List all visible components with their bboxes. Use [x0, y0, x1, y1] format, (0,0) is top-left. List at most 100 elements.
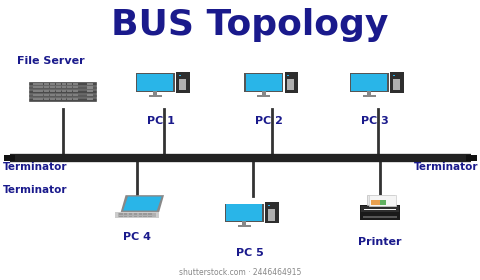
Bar	[179, 79, 186, 90]
Bar	[33, 87, 37, 88]
Bar	[367, 91, 371, 95]
Bar	[61, 94, 66, 96]
Bar	[129, 214, 132, 215]
Bar	[364, 209, 395, 210]
Bar	[363, 216, 396, 218]
Bar	[29, 98, 96, 101]
Bar	[138, 216, 142, 217]
Text: PC 4: PC 4	[123, 232, 151, 242]
Bar	[179, 75, 180, 76]
Bar	[286, 75, 288, 76]
Bar	[33, 98, 37, 100]
Bar	[267, 209, 275, 221]
Bar	[38, 94, 43, 96]
Bar	[38, 83, 43, 85]
Bar	[143, 213, 146, 214]
Bar	[56, 87, 60, 88]
Bar	[56, 98, 60, 100]
Bar	[86, 83, 93, 85]
Text: shutterstock.com · 2446464915: shutterstock.com · 2446464915	[179, 268, 301, 277]
Bar	[129, 213, 132, 214]
Bar	[86, 94, 93, 96]
Bar	[148, 95, 162, 97]
Bar	[361, 206, 397, 212]
Bar	[264, 202, 278, 223]
Bar	[256, 95, 270, 97]
Bar	[261, 91, 265, 95]
Bar	[137, 74, 173, 91]
Bar	[115, 212, 158, 218]
Bar	[61, 83, 66, 85]
Bar	[67, 83, 72, 85]
Text: File Server: File Server	[17, 56, 84, 66]
Bar	[133, 214, 137, 215]
Bar	[50, 94, 55, 96]
Bar	[44, 94, 49, 96]
Bar	[284, 72, 297, 93]
Bar	[226, 204, 262, 221]
Bar	[86, 90, 93, 92]
Text: Printer: Printer	[358, 237, 401, 247]
Bar	[33, 83, 37, 85]
Bar	[143, 214, 146, 215]
Bar	[124, 216, 127, 217]
Bar	[50, 83, 55, 85]
Text: PC 1: PC 1	[147, 116, 175, 126]
Bar	[67, 90, 72, 92]
Bar	[267, 205, 270, 206]
Bar	[153, 91, 157, 95]
Bar	[370, 200, 380, 205]
Bar	[286, 79, 294, 90]
Bar	[44, 83, 49, 85]
Text: Terminator: Terminator	[2, 185, 67, 195]
Text: PC 2: PC 2	[255, 116, 283, 126]
Text: Terminator: Terminator	[2, 162, 67, 172]
Bar	[133, 213, 137, 214]
Bar	[359, 205, 399, 220]
Bar	[350, 74, 387, 91]
Bar	[4, 155, 15, 161]
Bar	[86, 87, 93, 88]
Bar	[44, 98, 49, 100]
Bar	[138, 214, 142, 215]
Bar	[29, 90, 96, 93]
Bar	[56, 94, 60, 96]
Bar	[44, 87, 49, 88]
Bar	[392, 79, 399, 90]
Bar	[73, 90, 78, 92]
Text: Terminator: Terminator	[413, 162, 478, 172]
Bar	[29, 82, 96, 85]
Bar	[67, 98, 72, 100]
Bar	[368, 195, 395, 206]
Bar	[73, 94, 78, 96]
Bar	[129, 216, 132, 217]
Bar	[73, 87, 78, 88]
Bar	[33, 94, 37, 96]
Bar	[379, 200, 385, 205]
Bar	[50, 90, 55, 92]
Bar	[224, 204, 263, 222]
Text: PC 5: PC 5	[236, 248, 264, 258]
Bar	[86, 98, 93, 100]
Bar	[138, 213, 142, 214]
Bar	[38, 90, 43, 92]
Bar	[50, 87, 55, 88]
Bar	[38, 87, 43, 88]
Bar	[124, 214, 127, 215]
Bar	[50, 98, 55, 100]
Bar	[148, 214, 151, 215]
Polygon shape	[123, 197, 161, 211]
Bar	[349, 73, 388, 92]
Bar	[242, 221, 246, 226]
Bar	[118, 213, 156, 217]
Polygon shape	[120, 195, 164, 212]
Bar	[245, 74, 281, 91]
Bar	[133, 216, 137, 217]
Bar	[143, 216, 146, 217]
Bar	[119, 213, 122, 214]
Bar	[67, 94, 72, 96]
Text: BUS Topology: BUS Topology	[111, 8, 388, 42]
Bar	[33, 90, 37, 92]
Bar	[119, 216, 122, 217]
Bar	[73, 98, 78, 100]
